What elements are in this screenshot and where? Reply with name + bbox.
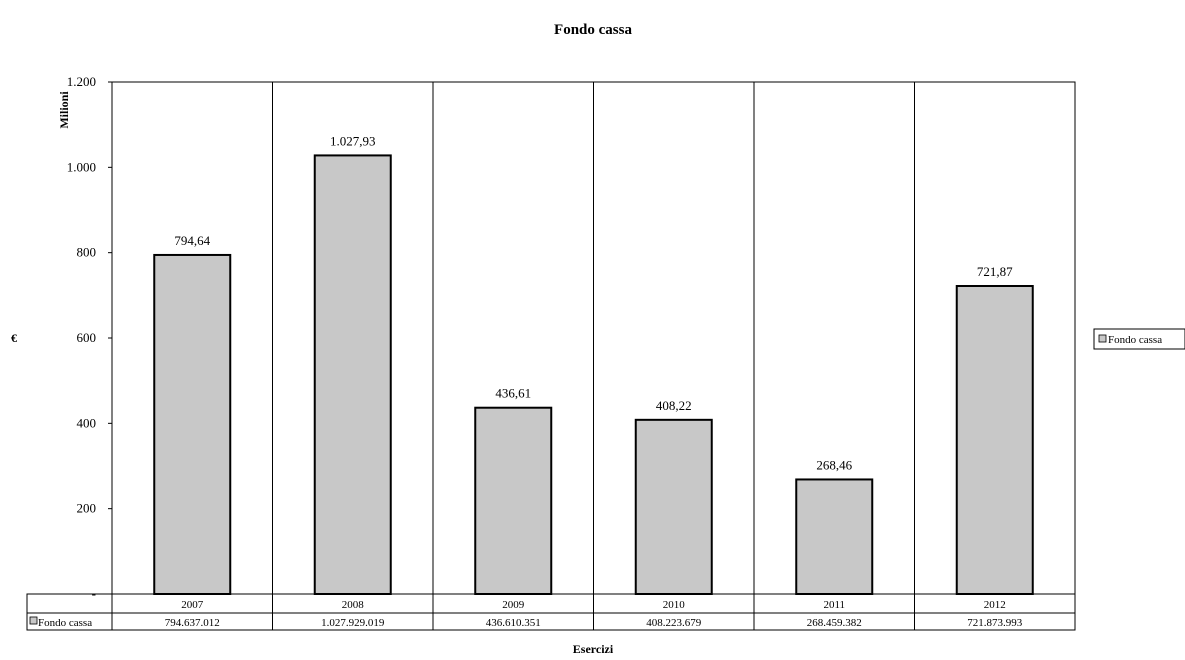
data-label: 1.027,93 [330,133,376,148]
x-tick-label: 2011 [823,599,845,611]
bar [313,154,392,595]
x-tick-label: 2012 [984,599,1006,611]
legend: Fondo cassa [1093,328,1185,350]
y-tick-label: 400 [77,415,97,430]
legend-label: Fondo cassa [1108,334,1162,346]
plot-area: 794,64 1.027,93 436,61 408,22 268,46 721,87 [108,81,1076,630]
data-label: 436,61 [495,386,531,401]
bar [474,406,553,595]
x-axis-label: Esercizi [573,642,614,656]
bar [795,478,874,595]
data-table-cell: 721.873.993 [967,617,1023,629]
data-table-cell: 436.610.351 [486,617,541,629]
data-table-cell: 794.637.012 [165,617,220,629]
data-table: Fondo cassa 2007 794.637.012 2008 1.027.929… [26,593,1076,631]
data-label: 408,22 [656,398,692,413]
y-tick-marks [108,81,112,595]
y-tick-label: 600 [77,330,97,345]
legend-key [1098,334,1107,343]
data-table-legend-key [29,616,38,625]
data-table-cell: 1.027.929.019 [321,617,385,629]
data-label: 721,87 [977,264,1013,279]
y-tick-label: 200 [77,501,97,516]
bar [955,285,1034,595]
bar [634,418,713,596]
data-table-cells: 2007 794.637.012 2008 1.027.929.019 2009 436.… [165,599,1023,629]
data-table-cell: 268.459.382 [807,617,862,629]
data-labels: 794,64 1.027,93 436,61 408,22 268,46 721,87 [174,133,1013,472]
x-tick-label: 2007 [181,599,204,611]
x-tick-label: 2008 [342,599,365,611]
data-table-series-name: Fondo cassa [38,617,92,629]
category-dividers [272,82,915,630]
y-tick-label: 1.200 [67,74,96,89]
data-label: 794,64 [174,233,210,248]
y-axis-label: € [11,331,17,345]
data-table-cell: 408.223.679 [646,617,702,629]
y-tick-label: 800 [77,245,97,260]
y-tick-label: 1.000 [67,159,96,174]
chart-title: Fondo cassa [554,22,632,38]
y-unit-label: Milioni [57,91,71,129]
x-tick-label: 2009 [502,599,525,611]
data-table-frame [26,593,1076,631]
x-tick-label: 2010 [663,599,686,611]
legend-frame [1093,328,1185,350]
bars [153,154,1034,596]
data-label: 268,46 [816,457,852,472]
bar [153,253,232,595]
